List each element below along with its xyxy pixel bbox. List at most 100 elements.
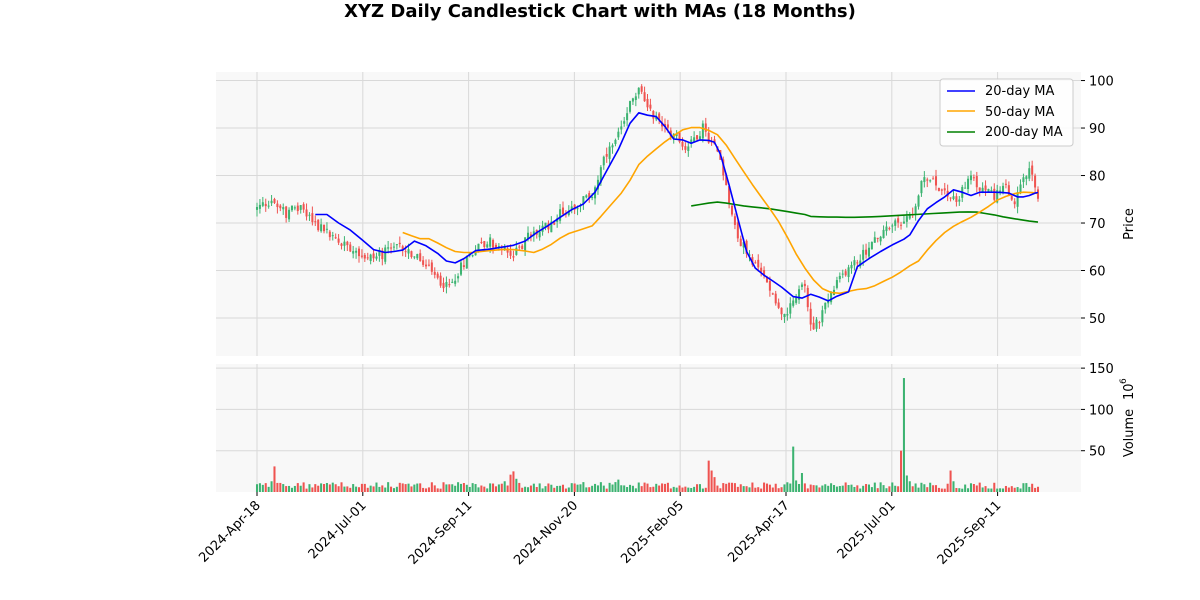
candle-body [798,289,801,300]
candle-body [454,280,457,284]
candle-body [914,206,917,215]
candle-body [334,237,337,239]
candle-body [1031,165,1034,175]
price-axis-tick-label: 50 [1089,312,1106,327]
candle-body [489,237,492,247]
volume-bar [870,487,873,492]
price-axis-tick-label: 80 [1089,170,1106,185]
volume-axis-tick-label: 100 [1089,403,1114,418]
candle-body [384,247,387,262]
volume-bar [538,483,541,492]
volume-bar [282,484,285,492]
volume-bar [821,485,824,492]
candle-body [503,247,506,250]
volume-bar [384,487,387,492]
volume-bar [392,488,395,492]
volume-bar [325,483,328,492]
candle-body [305,209,308,217]
legend-label-ma50: 50-day MA [985,105,1054,120]
candle-body [296,205,299,212]
volume-bar [506,485,509,492]
volume-bar [401,483,404,492]
volume-bar [454,485,457,492]
volume-bar [413,484,416,492]
volume-bar [486,488,489,492]
candle-body [923,177,926,183]
candle-body [576,208,579,210]
candle-body [739,238,742,247]
volume-bar [739,484,742,492]
volume-bar [993,482,996,492]
candle-body [637,87,640,95]
volume-bar [693,486,696,492]
volume-bar [585,487,588,492]
volume-bar [390,486,393,492]
candle-body [783,314,786,318]
candle-body [605,153,608,157]
volume-bar [751,482,754,492]
volume-bar [492,483,495,492]
volume-bar [258,483,261,492]
volume-bar [261,484,264,492]
volume-bar [996,488,999,492]
candle-body [993,188,996,200]
volume-bar [716,485,719,492]
volume-bar [427,487,430,492]
x-axis-tick-label: 2025-Feb-05 [618,498,687,567]
candle-body [538,231,541,238]
volume-bar [774,483,777,492]
volume-bar [605,488,608,492]
candle-body [459,262,463,275]
legend: 20-day MA 50-day MA 200-day MA [939,78,1074,147]
candle-body [381,250,384,260]
candle-body [765,276,769,283]
volume-bar [1031,483,1034,492]
volume-bar [416,483,419,492]
x-axis-tick-label: 2025-Apr-17 [725,498,792,565]
candle-body [771,293,774,295]
volume-bar [302,482,305,492]
candle-body [349,244,352,252]
candle-body [328,231,331,238]
volume-bar [900,450,903,492]
candle-body [803,283,806,287]
volume-bar [914,483,917,492]
volume-bar [614,482,617,492]
candle-body [757,259,760,268]
candle-body [314,221,317,223]
candle-body [497,246,500,248]
candle-body [952,196,955,200]
volume-bar [541,488,544,492]
candle-body [681,141,684,147]
volume-bar [1010,486,1013,492]
volume-bar [902,378,905,492]
candle-body [905,216,908,222]
volume-bar [626,487,629,492]
volume-bar [596,485,599,492]
candle-body [879,236,882,242]
volume-bar [728,482,731,492]
volume-bar [967,488,970,492]
volume-bar [608,482,611,492]
candle-body [917,195,920,207]
candle-body [416,254,419,259]
candle-body [521,245,524,250]
volume-bar [477,487,480,492]
candle-body [698,136,701,139]
volume-bar [803,483,806,492]
candle-body [320,224,323,232]
candle-body [1004,183,1007,185]
candle-body [1028,168,1031,179]
volume-axis: 50 100 150 [1081,362,1114,460]
volume-bar [713,477,716,492]
candle-body [255,207,259,210]
volume-bar [958,488,961,492]
volume-bar [990,488,993,492]
candle-body [279,205,282,209]
volume-bar [331,482,334,492]
candle-body [288,209,291,220]
volume-bar [920,482,923,492]
volume-bar [483,486,486,492]
volume-bar [844,482,847,492]
volume-bar [637,482,640,492]
